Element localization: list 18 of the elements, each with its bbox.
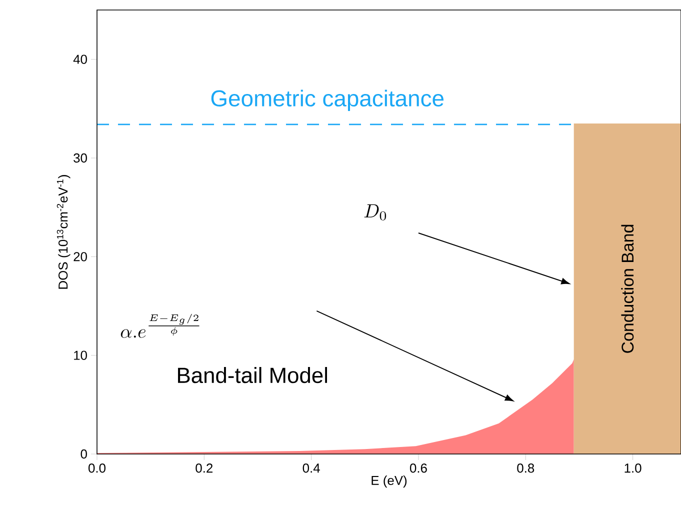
y-tick-label: 40	[73, 54, 87, 64]
x-tick-label: 0.4	[302, 464, 320, 473]
annotation: $\alpha.e^{\frac{E-E_g/2}{\phi}}$	[120, 314, 200, 338]
y-tick-label: 0	[80, 449, 87, 459]
x-tick-label: 0.2	[196, 464, 213, 473]
x-tick-label: 1.0	[624, 464, 642, 473]
x-tick-label: 0.8	[517, 464, 534, 473]
annotation: Band-tail Model	[178, 367, 328, 384]
x-tick-label: 0.0	[88, 464, 106, 473]
x-tick-label: 0.6	[410, 464, 427, 473]
series-label: Conduction Band	[621, 224, 634, 353]
y-axis-title: DOS (10$^{13}$cm$^{-2}$eV$^{-1}$)	[56, 175, 70, 289]
y-tick-label: 10	[74, 350, 87, 360]
annotation: $D_0$	[364, 204, 386, 220]
ref-line-label: Geometric capacitance	[211, 90, 444, 112]
y-tick-label: 20	[74, 252, 87, 262]
x-axis-title: E (eV)	[372, 476, 407, 488]
y-tick-label: 30	[74, 153, 87, 163]
